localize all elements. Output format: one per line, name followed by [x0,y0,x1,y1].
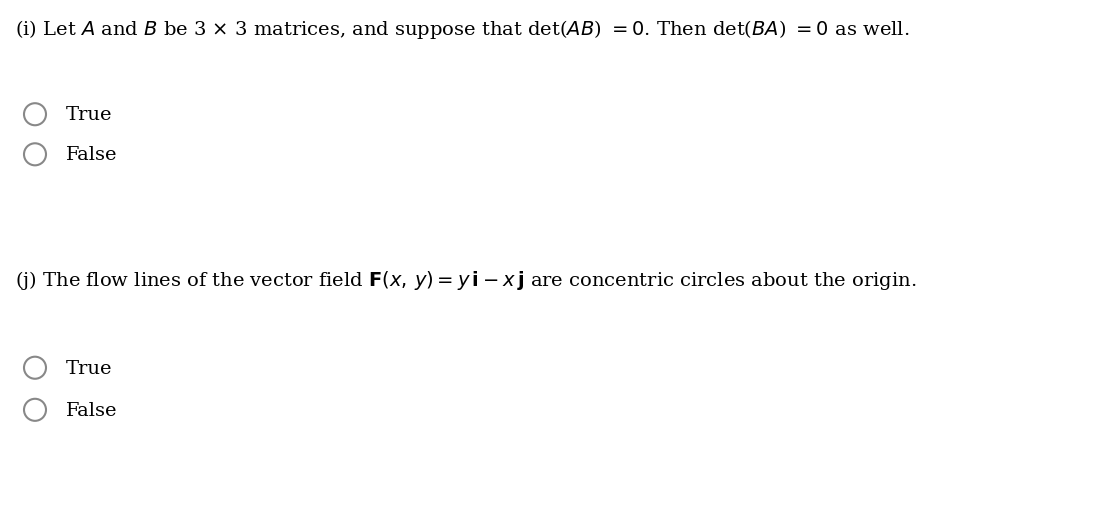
Text: False: False [66,401,117,419]
Text: False: False [66,146,117,164]
Text: (j) The flow lines of the vector field $\mathbf{F}$$(x,\,y) = y\,\mathbf{i} - x\: (j) The flow lines of the vector field $… [14,268,917,291]
Text: (i) Let $A$ and $B$ be 3 $\times$ 3 matrices, and suppose that det($AB$) $= 0$. : (i) Let $A$ and $B$ be 3 $\times$ 3 matr… [14,18,909,41]
Text: True: True [66,106,113,124]
Text: True: True [66,359,113,377]
